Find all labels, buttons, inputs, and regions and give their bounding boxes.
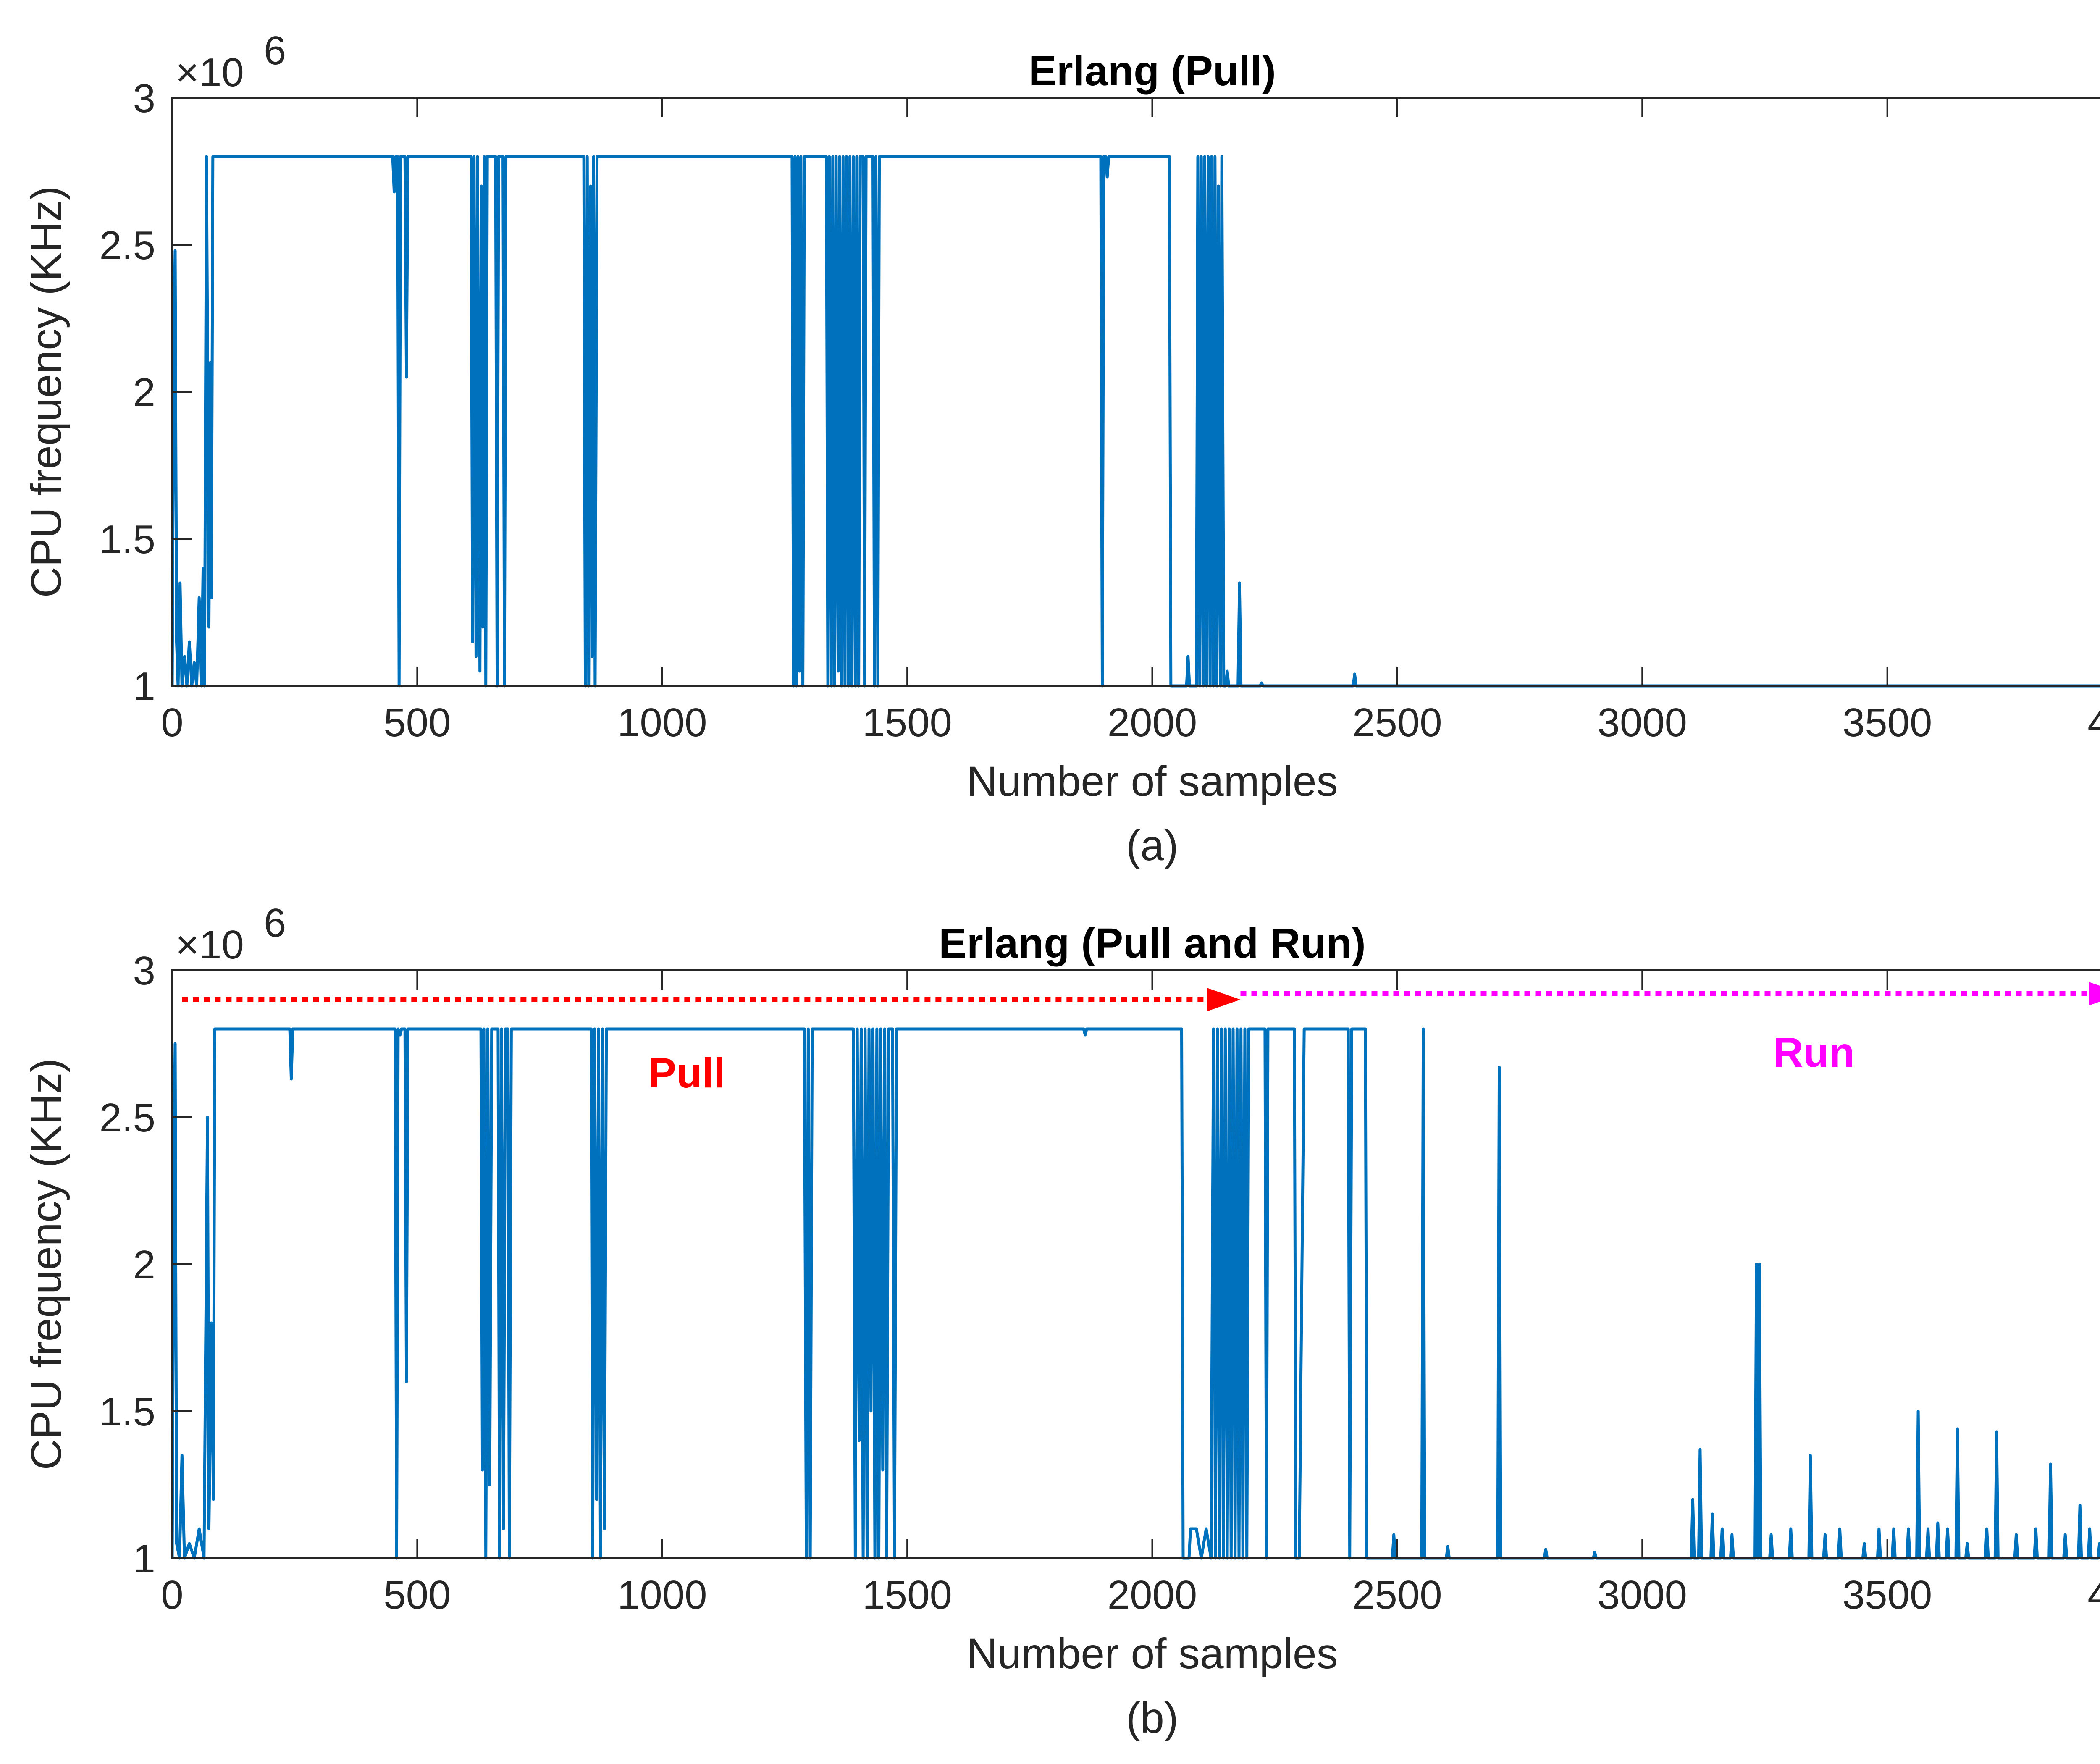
annotation-label-b-0: Pull	[648, 1050, 725, 1097]
y-tick-label-a-2: 2	[133, 370, 155, 415]
x-tick-label-b-8: 4000	[2087, 1572, 2100, 1617]
annotation-arrowhead-b-0	[1207, 988, 1241, 1011]
x-tick-label-a-1: 500	[383, 700, 451, 745]
series-line-a-0	[171, 155, 2100, 688]
y-tick-label-b-3: 2.5	[100, 1095, 155, 1140]
y-multiplier-a: ×10	[176, 50, 244, 95]
x-tick-label-b-1: 500	[383, 1572, 451, 1617]
y-multiplier-b: ×10	[176, 922, 244, 967]
x-tick-label-b-5: 2500	[1352, 1572, 1442, 1617]
y-tick-label-b-1: 1.5	[100, 1389, 155, 1434]
annotation-label-b-1: Run	[1773, 1029, 1854, 1076]
x-axis-label-a: Number of samples	[966, 757, 1338, 805]
x-tick-label-a-7: 3500	[1843, 700, 1932, 745]
x-tick-label-b-4: 2000	[1108, 1572, 1197, 1617]
x-tick-label-b-0: 0	[161, 1572, 183, 1617]
x-tick-label-b-3: 1500	[862, 1572, 952, 1617]
x-tick-label-b-2: 1000	[617, 1572, 707, 1617]
y-tick-label-a-1: 1.5	[100, 517, 155, 562]
series-line-b-0	[171, 1027, 2100, 1560]
chart-title-a: Erlang (Pull)	[1029, 47, 1276, 94]
x-tick-label-b-7: 3500	[1843, 1572, 1932, 1617]
y-tick-label-a-0: 1	[133, 664, 155, 709]
x-tick-label-a-5: 2500	[1352, 700, 1442, 745]
x-tick-label-a-0: 0	[161, 700, 183, 745]
y-tick-label-b-0: 1	[133, 1536, 155, 1581]
x-axis-label-b: Number of samples	[966, 1630, 1338, 1677]
y-exponent-a: 6	[264, 28, 286, 73]
y-tick-label-a-4: 3	[133, 76, 155, 121]
y-exponent-b: 6	[264, 900, 286, 945]
y-tick-label-a-3: 2.5	[100, 223, 155, 268]
x-tick-label-a-6: 3000	[1597, 700, 1687, 745]
caption-b: (b)	[1126, 1694, 1179, 1742]
plot-area-a	[171, 97, 2100, 687]
x-tick-label-a-3: 1500	[862, 700, 952, 745]
chart-title-b: Erlang (Pull and Run)	[939, 920, 1366, 967]
x-tick-label-a-8: 4000	[2087, 700, 2100, 745]
y-axis-label-b: CPU frequency (KHz)	[22, 1058, 70, 1470]
y-tick-label-b-2: 2	[133, 1242, 155, 1287]
caption-a: (a)	[1126, 822, 1179, 869]
y-axis-label-a: CPU frequency (KHz)	[22, 186, 70, 598]
x-tick-label-a-2: 1000	[617, 700, 707, 745]
y-tick-label-b-4: 3	[133, 948, 155, 993]
x-tick-label-a-4: 2000	[1108, 700, 1197, 745]
x-tick-label-b-6: 3000	[1597, 1572, 1687, 1617]
annotation-arrowhead-b-1	[2089, 982, 2100, 1005]
